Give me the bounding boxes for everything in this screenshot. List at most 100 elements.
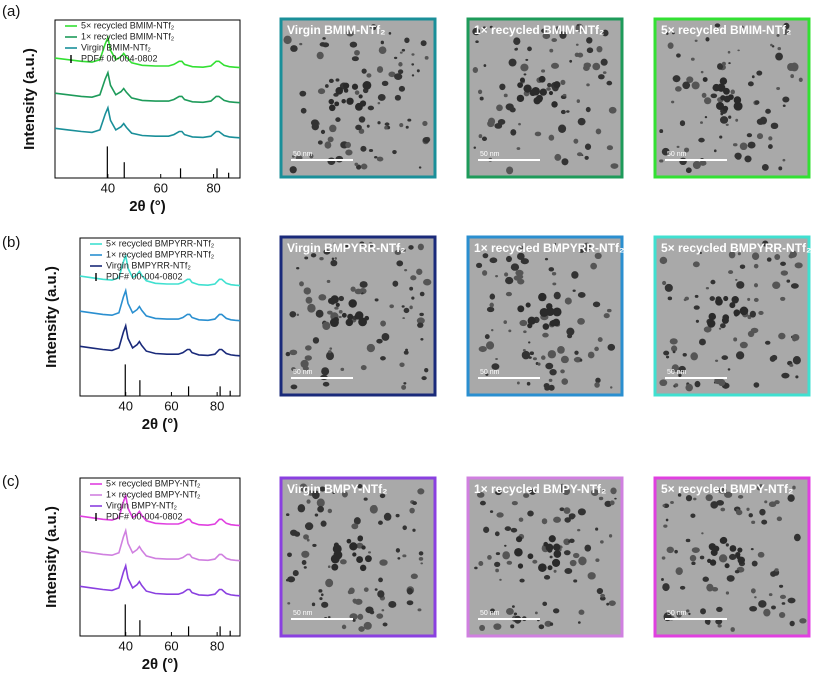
- nanoparticle: [378, 46, 387, 54]
- nanoparticle: [473, 146, 477, 149]
- nanoparticle: [496, 512, 504, 518]
- nanoparticle: [361, 545, 366, 550]
- nanoparticle: [542, 323, 550, 330]
- nanoparticle: [716, 101, 725, 110]
- nanoparticle: [392, 150, 397, 155]
- nanoparticle: [666, 546, 675, 554]
- nanoparticle: [335, 78, 340, 82]
- nanoparticle: [401, 305, 405, 308]
- nanoparticle: [505, 276, 514, 285]
- nanoparticle: [358, 317, 368, 327]
- nanoparticle: [328, 98, 335, 105]
- nanoparticle: [527, 553, 534, 560]
- nanoparticle: [563, 507, 571, 514]
- nanoparticle: [396, 260, 404, 267]
- x-tick-label: 60: [164, 638, 178, 653]
- nanoparticle: [586, 83, 590, 87]
- x-axis-label: 2θ (°): [142, 416, 179, 433]
- nanoparticle: [319, 486, 326, 492]
- nanoparticle: [685, 609, 690, 613]
- nanoparticle: [778, 332, 786, 340]
- tem-image: 5× recycled BMPY-NTf₂ 50 nm: [653, 476, 811, 638]
- nanoparticle: [594, 346, 599, 352]
- nanoparticle: [529, 488, 537, 495]
- nanoparticle: [795, 375, 799, 379]
- nanoparticle: [519, 319, 528, 327]
- nanoparticle: [718, 327, 722, 330]
- tem-image: Virgin BMIM-NTf₂ 50 nm: [279, 17, 437, 179]
- nanoparticle: [590, 489, 599, 496]
- nanoparticle: [776, 516, 783, 522]
- x-tick-label: 80: [210, 638, 224, 653]
- nanoparticle: [610, 386, 613, 389]
- nanoparticle: [568, 513, 576, 519]
- nanoparticle: [682, 81, 691, 90]
- nanoparticle: [410, 573, 418, 580]
- nanoparticle: [354, 288, 363, 295]
- nanoparticle: [675, 86, 682, 92]
- scale-bar-label: 50 nm: [667, 369, 687, 376]
- nanoparticle: [578, 609, 585, 615]
- xrd-curve: [79, 562, 241, 597]
- nanoparticle: [576, 24, 580, 26]
- nanoparticle: [378, 520, 383, 525]
- nanoparticle: [702, 576, 709, 582]
- nanoparticle: [384, 125, 388, 130]
- nanoparticle: [486, 306, 495, 313]
- nanoparticle: [553, 291, 561, 300]
- legend-label: 1× recycled BMPYRR-NTf₂: [106, 249, 215, 259]
- nanoparticle: [376, 338, 383, 344]
- nanoparticle: [587, 572, 596, 580]
- nanoparticle: [574, 350, 579, 355]
- nanoparticle: [351, 56, 359, 62]
- nanoparticle: [423, 278, 432, 286]
- nanoparticle: [702, 77, 708, 82]
- nanoparticle: [698, 137, 705, 143]
- legend-label: 5× recycled BMPY-NTf₂: [106, 478, 201, 488]
- nanoparticle: [300, 107, 307, 114]
- nanoparticle: [720, 507, 726, 512]
- tem-label: 5× recycled BMPYRR-NTf₂: [661, 241, 811, 255]
- nanoparticle: [397, 557, 401, 560]
- nanoparticle: [547, 82, 552, 88]
- nanoparticle: [481, 136, 488, 142]
- nanoparticle: [674, 383, 679, 387]
- nanoparticle: [384, 122, 390, 126]
- nanoparticle: [592, 301, 601, 308]
- nanoparticle: [553, 81, 561, 89]
- nanoparticle: [595, 377, 601, 384]
- nanoparticle: [314, 513, 319, 517]
- nanoparticle: [739, 264, 746, 269]
- nanoparticle: [553, 543, 561, 551]
- nanoparticle: [341, 98, 346, 104]
- legend-label: Virgin BMPY-NTf₂: [106, 500, 178, 510]
- x-axis-label: 2θ (°): [142, 656, 179, 673]
- nanoparticle: [553, 243, 557, 246]
- nanoparticle: [709, 314, 714, 320]
- nanoparticle: [690, 352, 698, 361]
- nanoparticle: [285, 513, 290, 517]
- nanoparticle: [331, 563, 339, 571]
- nanoparticle: [735, 351, 745, 360]
- nanoparticle: [538, 292, 547, 302]
- nanoparticle: [305, 345, 312, 351]
- nanoparticle: [518, 122, 521, 126]
- nanoparticle: [485, 341, 495, 350]
- nanoparticle: [320, 520, 327, 527]
- nanoparticle: [609, 500, 615, 506]
- nanoparticle: [324, 84, 329, 88]
- nanoparticle: [504, 272, 509, 277]
- scale-bar-label: 50 nm: [667, 610, 687, 617]
- nanoparticle: [748, 513, 753, 518]
- nanoparticle: [347, 313, 354, 320]
- nanoparticle: [489, 25, 493, 29]
- nanoparticle: [307, 303, 316, 313]
- nanoparticle: [543, 382, 550, 389]
- tem-image: 1× recycled BMIM-NTf₂ 50 nm: [466, 17, 624, 179]
- nanoparticle: [555, 26, 561, 32]
- tem-label: 5× recycled BMPY-NTf₂: [661, 482, 793, 496]
- nanoparticle: [376, 66, 384, 73]
- nanoparticle: [320, 129, 326, 135]
- scale-bar-label: 50 nm: [480, 610, 500, 617]
